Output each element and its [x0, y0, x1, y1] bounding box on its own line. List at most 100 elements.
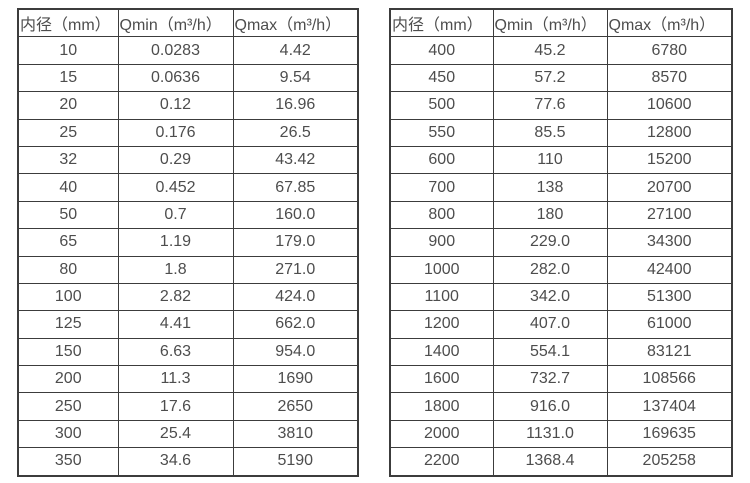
- cell-qmin: 0.0636: [117, 63, 234, 93]
- cell-qmax: 6780: [606, 36, 733, 65]
- cell-qmax: 108566: [606, 365, 733, 394]
- cell-diameter: 40: [17, 173, 119, 202]
- cell-qmax: 3810: [232, 419, 359, 449]
- table-row: 1800 916.0 137404: [389, 392, 733, 421]
- cell-diameter: 1200: [389, 310, 494, 339]
- table-row: 10 0.0283 4.42: [17, 36, 359, 65]
- table-row: 200 11.3 1690: [17, 365, 359, 394]
- cell-diameter: 1600: [389, 365, 494, 394]
- cell-qmax: 27100: [606, 200, 733, 230]
- cell-diameter: 2000: [389, 419, 494, 449]
- cell-qmax: 954.0: [232, 337, 359, 367]
- cell-qmax: 5190: [232, 447, 359, 477]
- table-row: 20 0.12 16.96: [17, 91, 359, 120]
- cell-qmax: 43.42: [232, 145, 359, 175]
- cell-qmin: 6.63: [117, 337, 234, 367]
- cell-qmin: 342.0: [492, 282, 608, 312]
- cell-diameter: 25: [17, 118, 119, 147]
- cell-diameter: 800: [389, 200, 494, 230]
- cell-diameter: 1000: [389, 255, 494, 284]
- cell-qmin: 0.176: [117, 118, 234, 147]
- cell-diameter: 900: [389, 228, 494, 257]
- cell-diameter: 250: [17, 392, 119, 421]
- cell-qmax: 15200: [606, 145, 733, 175]
- cell-diameter: 100: [17, 282, 119, 312]
- cell-diameter: 150: [17, 337, 119, 367]
- cell-diameter: 80: [17, 255, 119, 284]
- cell-qmin: 916.0: [492, 392, 608, 421]
- cell-qmax: 179.0: [232, 228, 359, 257]
- cell-diameter: 400: [389, 36, 494, 65]
- table-row: 250 17.6 2650: [17, 392, 359, 421]
- header-qmin: Qmin（m³/h）: [492, 8, 608, 38]
- table-row: 700 138 20700: [389, 173, 733, 202]
- cell-qmin: 0.7: [117, 200, 234, 230]
- cell-qmax: 16.96: [232, 91, 359, 120]
- cell-qmin: 57.2: [492, 63, 608, 93]
- header-qmax: Qmax（m³/h）: [606, 8, 733, 38]
- table-row: 65 1.19 179.0: [17, 228, 359, 257]
- cell-qmin: 732.7: [492, 365, 608, 394]
- cell-qmax: 12800: [606, 118, 733, 147]
- cell-diameter: 1800: [389, 392, 494, 421]
- table-row: 2200 1368.4 205258: [389, 447, 733, 477]
- table-row: 125 4.41 662.0: [17, 310, 359, 339]
- cell-qmax: 34300: [606, 228, 733, 257]
- cell-diameter: 15: [17, 63, 119, 93]
- cell-diameter: 350: [17, 447, 119, 477]
- table-row: 25 0.176 26.5: [17, 118, 359, 147]
- cell-diameter: 1400: [389, 337, 494, 367]
- cell-qmax: 169635: [606, 419, 733, 449]
- cell-qmin: 0.0283: [117, 36, 234, 65]
- cell-qmax: 137404: [606, 392, 733, 421]
- table-row: 300 25.4 3810: [17, 419, 359, 449]
- table-row: 900 229.0 34300: [389, 228, 733, 257]
- cell-qmax: 160.0: [232, 200, 359, 230]
- cell-qmin: 1368.4: [492, 447, 608, 477]
- cell-qmax: 51300: [606, 282, 733, 312]
- cell-qmin: 34.6: [117, 447, 234, 477]
- table-row: 800 180 27100: [389, 200, 733, 230]
- cell-qmax: 2650: [232, 392, 359, 421]
- cell-qmax: 83121: [606, 337, 733, 367]
- cell-qmin: 4.41: [117, 310, 234, 339]
- table-row: 350 34.6 5190: [17, 447, 359, 477]
- cell-diameter: 450: [389, 63, 494, 93]
- cell-qmin: 0.452: [117, 173, 234, 202]
- cell-qmax: 9.54: [232, 63, 359, 93]
- cell-diameter: 125: [17, 310, 119, 339]
- table-row: 1400 554.1 83121: [389, 337, 733, 367]
- table-row: 1100 342.0 51300: [389, 282, 733, 312]
- cell-qmin: 1131.0: [492, 419, 608, 449]
- cell-diameter: 65: [17, 228, 119, 257]
- table-row: 40 0.452 67.85: [17, 173, 359, 202]
- cell-qmax: 61000: [606, 310, 733, 339]
- table-row: 2000 1131.0 169635: [389, 419, 733, 449]
- table-header-row: 内径（mm） Qmin（m³/h） Qmax（m³/h）: [389, 8, 733, 38]
- table-row: 1200 407.0 61000: [389, 310, 733, 339]
- table-row: 600 110 15200: [389, 145, 733, 175]
- cell-qmax: 424.0: [232, 282, 359, 312]
- cell-qmin: 25.4: [117, 419, 234, 449]
- cell-qmax: 20700: [606, 173, 733, 202]
- cell-qmin: 2.82: [117, 282, 234, 312]
- cell-qmax: 4.42: [232, 36, 359, 65]
- table-row: 80 1.8 271.0: [17, 255, 359, 284]
- cell-diameter: 10: [17, 36, 119, 65]
- cell-qmin: 45.2: [492, 36, 608, 65]
- header-diameter: 内径（mm）: [17, 8, 119, 38]
- table-row: 550 85.5 12800: [389, 118, 733, 147]
- cell-diameter: 550: [389, 118, 494, 147]
- cell-diameter: 600: [389, 145, 494, 175]
- cell-qmax: 10600: [606, 91, 733, 120]
- header-qmax: Qmax（m³/h）: [232, 8, 359, 38]
- cell-diameter: 32: [17, 145, 119, 175]
- cell-diameter: 700: [389, 173, 494, 202]
- cell-qmin: 1.8: [117, 255, 234, 284]
- cell-qmin: 0.12: [117, 91, 234, 120]
- cell-qmax: 271.0: [232, 255, 359, 284]
- cell-qmin: 11.3: [117, 365, 234, 394]
- cell-qmin: 1.19: [117, 228, 234, 257]
- table-row: 50 0.7 160.0: [17, 200, 359, 230]
- table-row: 1000 282.0 42400: [389, 255, 733, 284]
